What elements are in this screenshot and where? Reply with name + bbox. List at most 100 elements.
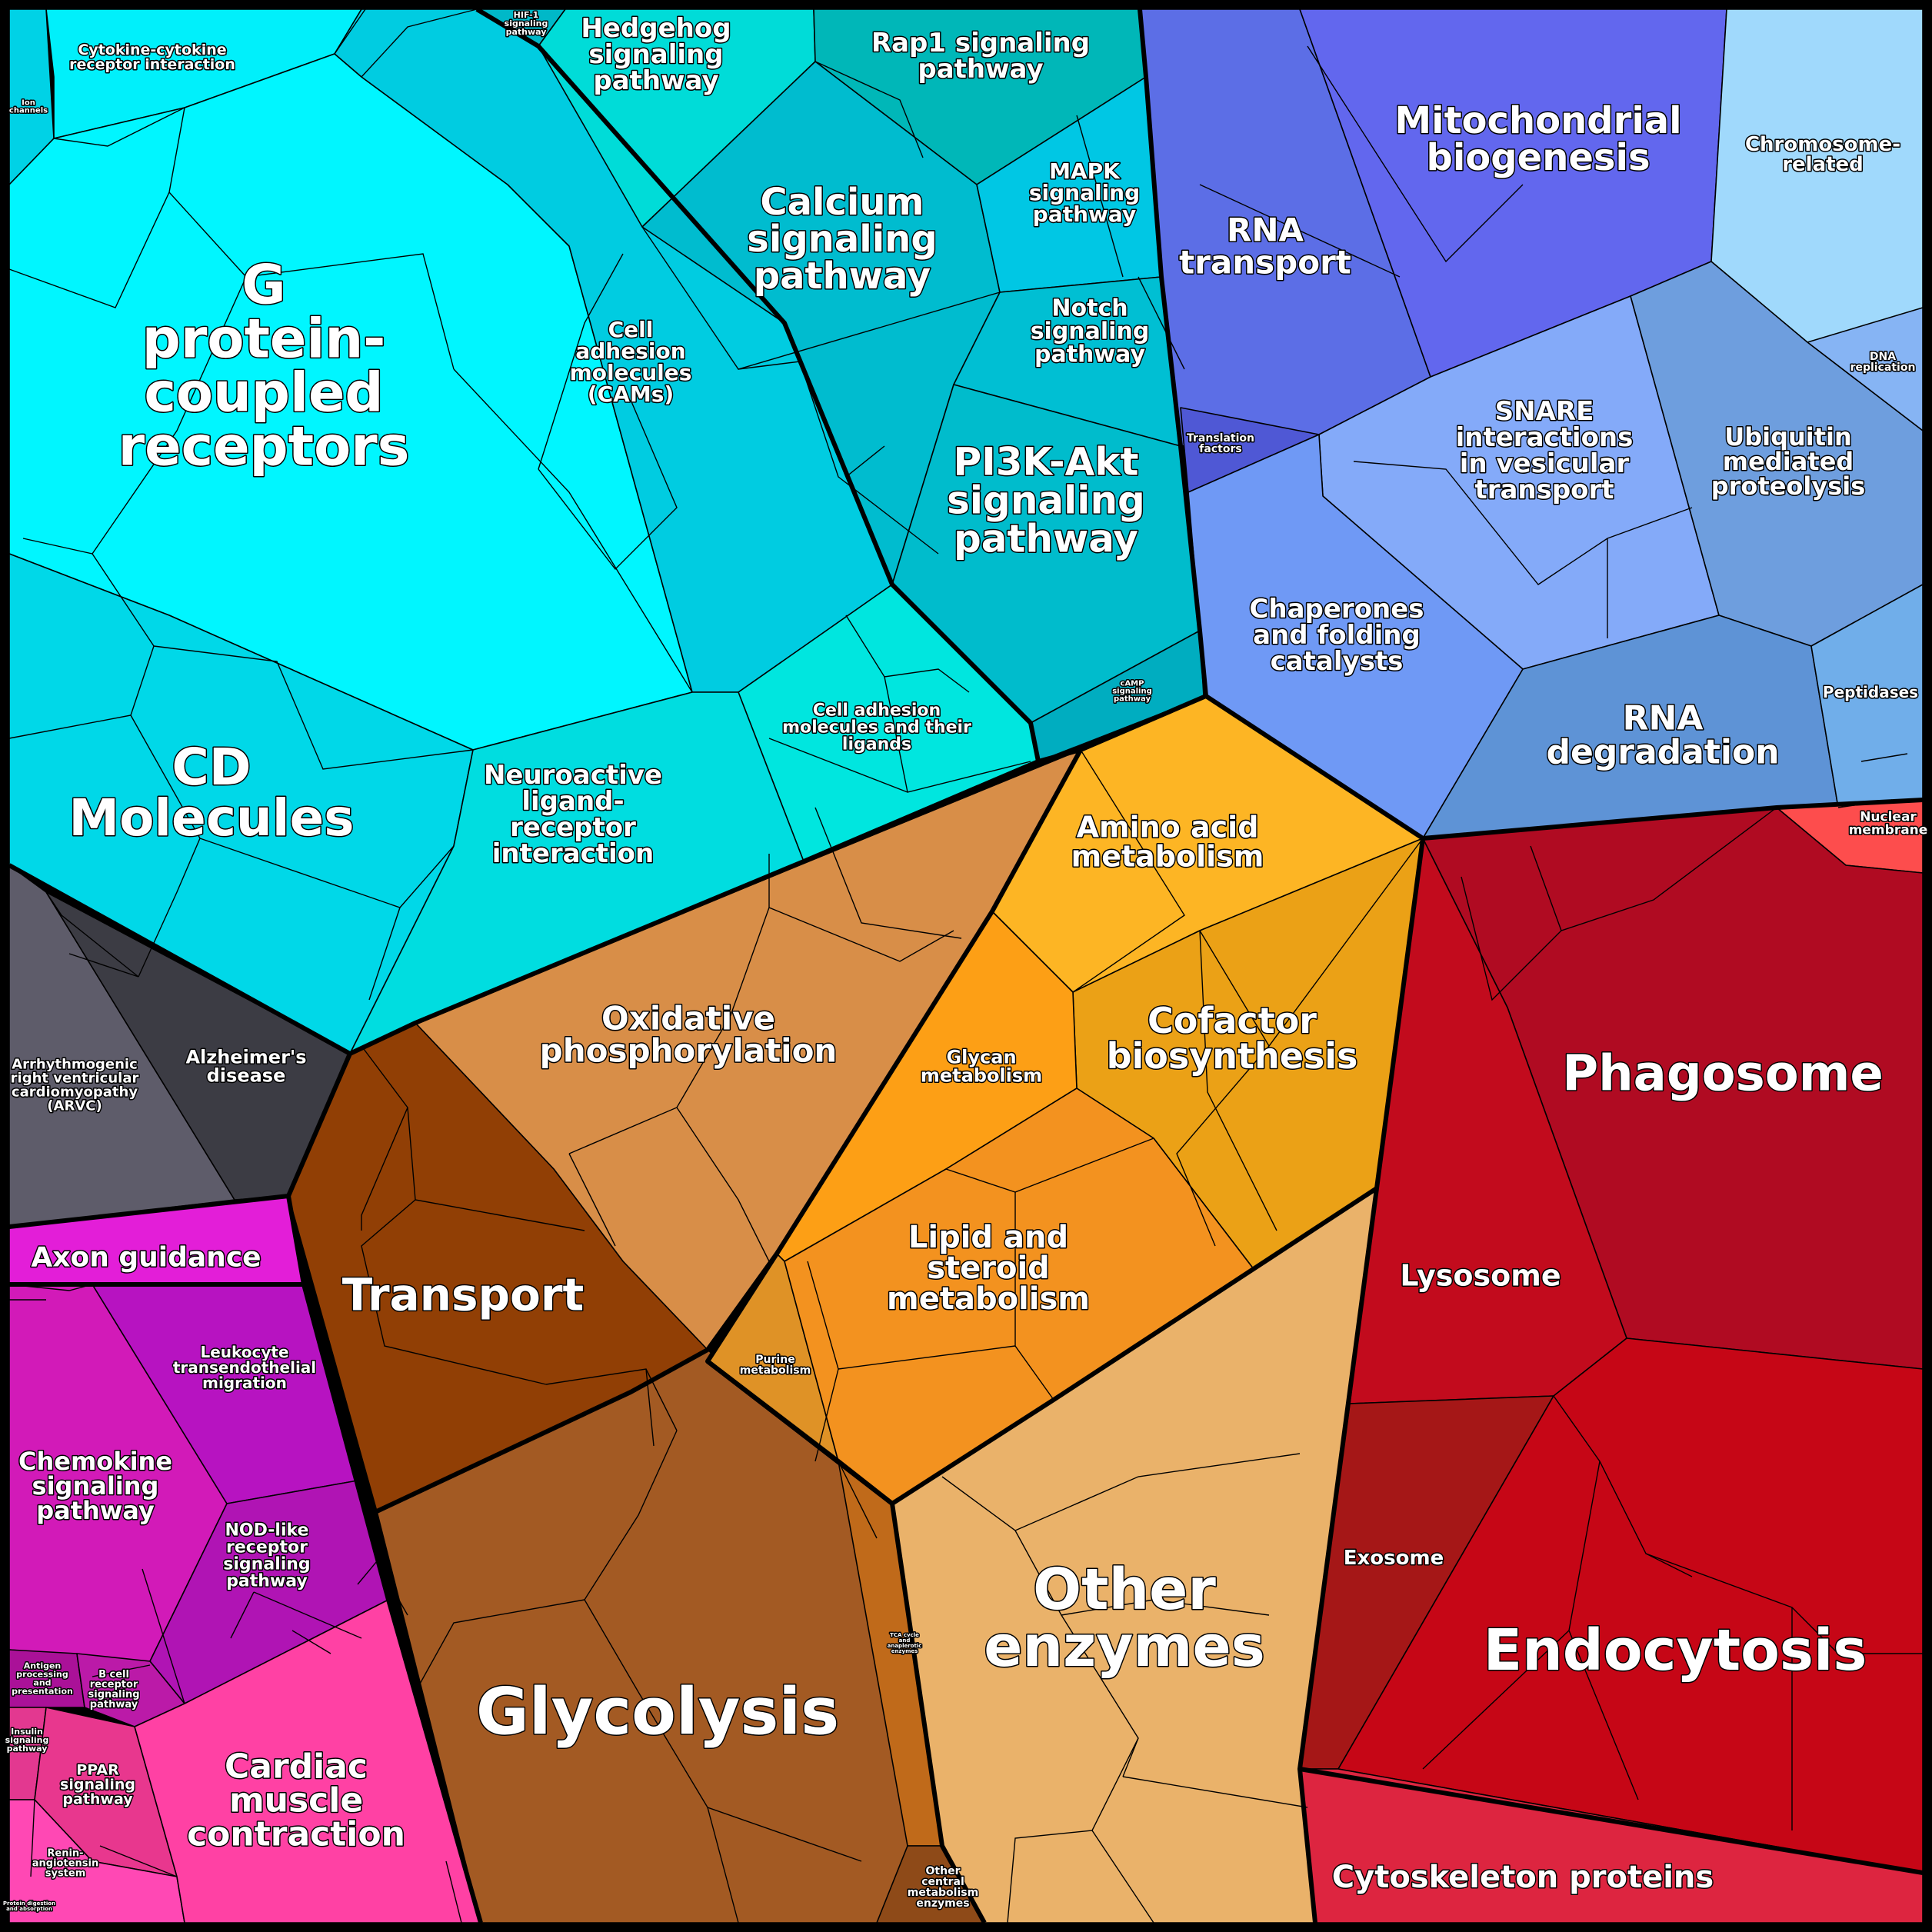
label-line: Rap1 signaling [871, 28, 1090, 58]
cells [8, 8, 1924, 1924]
label-line: steroid [927, 1251, 1050, 1286]
label-line: cAMP [1121, 680, 1144, 688]
label-line: metabolism [908, 1887, 978, 1899]
label-line: pathway [62, 1791, 133, 1808]
label-tca: TCA cycle and anaplerotic enzymes [888, 1632, 922, 1654]
label-line: Lysosome [1400, 1258, 1561, 1292]
label-line: molecules [570, 360, 692, 385]
label-line: enzymes [984, 1614, 1265, 1680]
label-line: pathway [7, 1744, 48, 1754]
label-adhesion-ligands: Cell adhesion molecules and their ligands [782, 701, 971, 754]
label-line: cardiomyopathy [12, 1084, 138, 1100]
label-line: Cardiac [225, 1747, 368, 1786]
label-line: molecules and their [782, 718, 971, 738]
label-line: interactions [1456, 422, 1634, 453]
label-line: receptors [118, 415, 410, 478]
label-line: Insulin [11, 1727, 43, 1737]
label-line: metabolism [887, 1281, 1090, 1317]
label-line: metabolism [740, 1364, 811, 1377]
label-line: disease [207, 1064, 286, 1086]
label-ppar: PPAR signaling pathway [60, 1762, 135, 1808]
label-chemokine: Chemokine signaling pathway [18, 1447, 172, 1525]
label-oxphos: Oxidative phosphorylation [540, 1000, 838, 1070]
label-line: DNA [1870, 351, 1896, 363]
label-peptidases: Peptidases [1823, 683, 1918, 701]
label-line: Nuclear [1860, 809, 1917, 824]
label-line: Glycan [946, 1046, 1016, 1068]
label-line: transport [1179, 244, 1351, 281]
label-pi3k: PI3K-Akt signaling pathway [947, 440, 1145, 561]
label-line: pathway [1033, 202, 1136, 227]
label-dna-replication: DNA replication [1850, 351, 1916, 374]
label-line: signaling [60, 1777, 135, 1794]
label-chaperones: Chaperones and folding catalysts [1249, 594, 1424, 677]
label-line: central [921, 1876, 964, 1888]
label-lysosome: Lysosome [1400, 1258, 1561, 1292]
label-line: pathway [754, 255, 931, 298]
label-line: presentation [12, 1686, 73, 1696]
label-line: signaling [1112, 688, 1152, 696]
label-line: Antigen [24, 1661, 62, 1671]
label-line: ligands [842, 735, 911, 754]
label-neuroactive: Neuroactive ligand-receptor interaction [484, 760, 662, 869]
label-camp: cAMP signaling pathway [1112, 680, 1152, 704]
label-nod-like: NOD-like receptor signaling pathway [223, 1521, 310, 1591]
label-line: signaling [747, 218, 937, 261]
label-line: receptor [90, 1679, 138, 1690]
label-translation-factors: Translation factors [1187, 432, 1254, 455]
label-line: Renin- [47, 1848, 83, 1860]
label-line: Notch [1051, 295, 1128, 322]
label-line: Calcium [760, 181, 924, 224]
label-protein-digestion: Protein digestion and absorption [3, 1900, 55, 1912]
label-mapk: MAPK signaling pathway [1029, 158, 1140, 227]
label-line: signaling [223, 1555, 310, 1574]
label-antigen: Antigen processing and presentation [12, 1661, 73, 1696]
label-line: Chemokine [18, 1447, 172, 1476]
label-line: (CAMs) [588, 381, 674, 407]
label-line: adhesion [575, 338, 685, 364]
label-line: in vesicular [1460, 448, 1630, 479]
label-line: related [1782, 153, 1864, 176]
label-line: receptor interaction [69, 56, 235, 73]
label-rna-degradation: RNA degradation [1546, 698, 1779, 771]
label-line: RNA [1227, 212, 1304, 249]
label-glycan: Glycan metabolism [921, 1046, 1042, 1086]
label-nuclear-membrane: Nuclear membrane [1849, 809, 1928, 838]
label-line: Oxidative [601, 1000, 775, 1038]
label-line: Cell adhesion [813, 701, 941, 721]
label-line: TCA cycle [890, 1632, 919, 1638]
label-line: mediated [1723, 447, 1854, 476]
label-line: transport [1474, 475, 1614, 505]
label-chromosome: Chromosome-related [1745, 133, 1900, 176]
label-line: Glycolysis [476, 1674, 839, 1749]
label-line: phosphorylation [540, 1032, 838, 1070]
label-line: Molecules [68, 788, 354, 848]
label-exosome: Exosome [1344, 1547, 1444, 1570]
label-snare: SNARE interactions in vesicular transport [1456, 396, 1634, 505]
label-ubiquitin: Ubiquitin mediated proteolysis [1711, 422, 1866, 501]
label-line: protein- [142, 308, 386, 371]
label-line: Neuroactive [484, 760, 662, 791]
label-line: biogenesis [1426, 136, 1650, 179]
label-line: right ventricular [11, 1070, 139, 1086]
label-rna-transport: RNA transport [1179, 212, 1351, 281]
label-line: Hedgehog [581, 13, 731, 44]
label-phagosome: Phagosome [1562, 1045, 1884, 1102]
label-line: Exosome [1344, 1547, 1444, 1570]
label-line: and [33, 1677, 51, 1687]
label-cams: Cell adhesion molecules (CAMs) [570, 317, 692, 407]
label-line: interaction [492, 838, 655, 869]
label-line: SNARE [1495, 396, 1594, 427]
label-line: signaling [505, 18, 548, 28]
label-line: signaling [1031, 318, 1150, 345]
label-line: Cofactor [1148, 1000, 1317, 1041]
label-line: Amino acid [1077, 810, 1259, 844]
label-line: coupled [144, 361, 383, 425]
label-line: Ubiquitin [1724, 422, 1852, 451]
label-mito: Mitochondrial biogenesis [1394, 99, 1681, 179]
label-line: pathway [90, 1699, 138, 1710]
label-line: pathway [1114, 695, 1151, 704]
label-b-cell: B cell receptor signaling pathway [88, 1669, 140, 1710]
label-line: Ion [22, 99, 35, 108]
